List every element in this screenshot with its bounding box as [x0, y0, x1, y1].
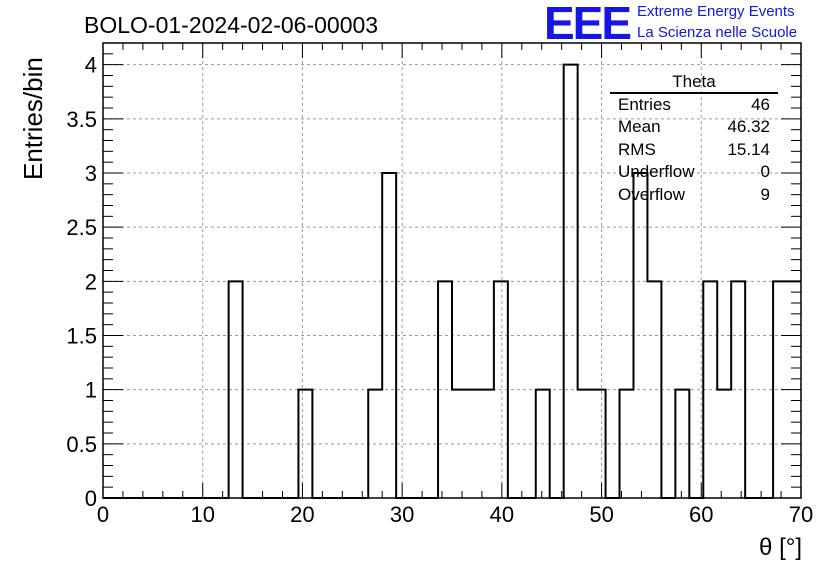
eee-logo: EEE [544, 0, 632, 49]
histogram-title: BOLO-01-2024-02-06-00003 [84, 12, 379, 38]
plot-frame [102, 42, 802, 499]
stats-label: RMS [618, 139, 656, 159]
x-tick-label: 30 [390, 502, 414, 527]
x-tick-label: 10 [190, 502, 214, 527]
stats-label: Overflow [618, 184, 686, 204]
y-tick-label: 3.5 [66, 107, 97, 132]
y-axis-label: Entries/bin [18, 57, 48, 180]
x-axis-label: θ [°] [759, 534, 802, 561]
stats-value: 9 [760, 184, 770, 204]
y-tick-label: 1.5 [66, 324, 97, 349]
stats-box: Theta Entries 46 Mean 46.32 RMS 15.14 Un… [610, 72, 778, 206]
x-tick-label: 50 [589, 502, 613, 527]
y-tick-label: 2.5 [66, 215, 97, 240]
stats-row-mean: Mean 46.32 [610, 116, 778, 138]
y-tick-label: 4 [85, 53, 97, 78]
x-tick-label: 40 [490, 502, 514, 527]
stats-label: Mean [618, 117, 661, 137]
logo-line-2: La Scienza nelle Scuole [637, 24, 798, 41]
x-tick-label: 20 [290, 502, 314, 527]
stats-row-underflow: Underflow 0 [610, 161, 778, 183]
stats-label: Entries [618, 95, 671, 114]
stats-title: Theta [610, 72, 778, 94]
stats-row-entries: Entries 46 [610, 94, 778, 116]
y-tick-label: 0 [85, 486, 97, 511]
x-tick-label: 0 [97, 502, 109, 527]
x-tick-label: 60 [689, 502, 713, 527]
tick-labels: 0 10 20 30 40 50 60 70 0 0.5 1 1.5 2 2.5 3 3.5 4 [66, 53, 813, 527]
stats-label: Underflow [618, 162, 695, 182]
y-tick-label: 1 [85, 378, 97, 403]
stats-value: 46.32 [727, 117, 770, 137]
y-tick-label: 3 [85, 161, 97, 186]
y-tick-label: 0.5 [66, 432, 97, 457]
stats-value: 46 [751, 95, 770, 114]
histogram-bar [298, 390, 312, 498]
stats-row-overflow: Overflow 9 [610, 184, 778, 206]
histogram-bar [382, 173, 396, 498]
stats-value: 15.14 [727, 139, 770, 159]
logo-line-1: Extreme Energy Events [637, 3, 795, 20]
x-tick-label: 70 [789, 502, 813, 527]
stats-value: 0 [760, 162, 770, 182]
stats-row-rms: RMS 15.14 [610, 139, 778, 161]
y-tick-label: 2 [85, 269, 97, 294]
